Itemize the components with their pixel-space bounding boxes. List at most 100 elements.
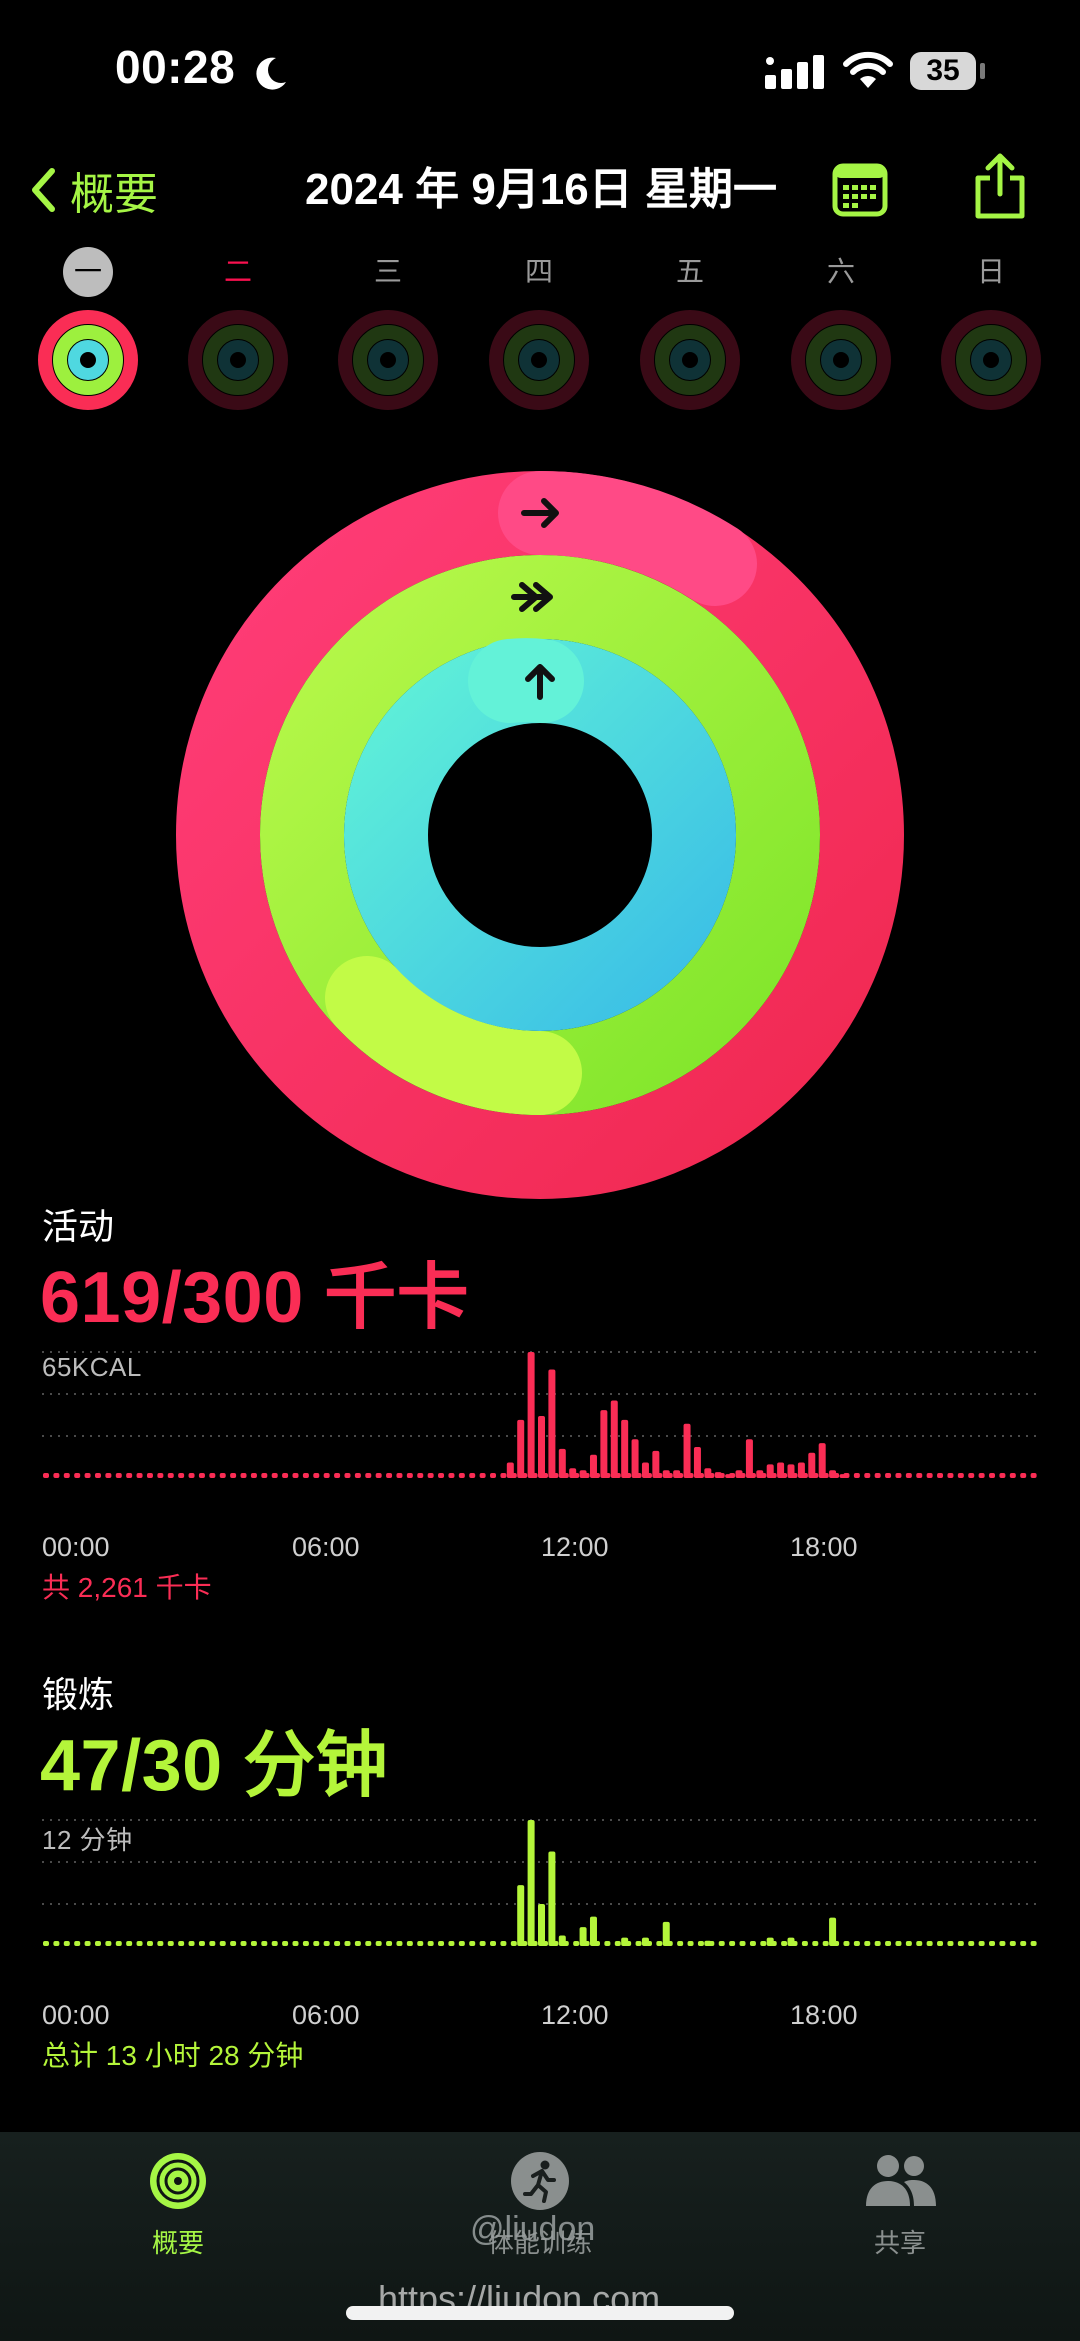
exercise-ring-overlap <box>325 956 582 1115</box>
share-icon[interactable] <box>970 150 1030 222</box>
move-chart-baseline-dot <box>396 1473 403 1478</box>
move-chart-bar <box>725 1474 733 1478</box>
exercise-chart-baseline-dot <box>573 1941 580 1946</box>
move-chart-bar <box>641 1462 649 1478</box>
day-label-wed[interactable]: 三 <box>373 256 402 287</box>
move-chart-baseline-dot <box>853 1473 860 1478</box>
day-ring-mon[interactable] <box>36 308 140 412</box>
move-chart-baseline-dot <box>926 1473 933 1478</box>
day-label-fri[interactable]: 五 <box>675 256 704 287</box>
status-time: 00:28 <box>115 41 236 93</box>
day-label-sat[interactable]: 六 <box>826 256 855 287</box>
home-indicator[interactable] <box>346 2306 734 2320</box>
stand-ring <box>344 639 736 1031</box>
day-ring-sun[interactable] <box>939 308 1043 412</box>
move-chart-baseline-dot <box>999 1473 1006 1478</box>
move-chart-baseline-dot <box>261 1473 268 1478</box>
move-chart-baseline-dot <box>469 1473 476 1478</box>
exercise-chart-baseline-dot <box>94 1941 101 1946</box>
cellular-signal-icon <box>765 55 824 89</box>
move-chart-bar <box>538 1415 545 1478</box>
exercise-chart-baseline-dot <box>157 1941 164 1946</box>
exercise-chart-baseline-dot <box>313 1941 320 1946</box>
move-chart-baseline-dot <box>937 1473 944 1478</box>
move-chart-baseline-dot <box>1020 1473 1027 1478</box>
exercise-time-label-2: 12:00 <box>541 2000 609 2030</box>
exercise-chart-baseline-dot <box>656 1941 663 1946</box>
back-button[interactable]: 概要 <box>30 160 158 220</box>
exercise-chart-baseline-dot <box>781 1941 788 1946</box>
day-ring-tue[interactable] <box>186 308 290 412</box>
exercise-chart-baseline-dot <box>1009 1941 1016 1946</box>
exercise-chart-bar <box>527 1820 535 1946</box>
move-chart-baseline-dot <box>313 1473 320 1478</box>
move-chart-baseline-dot <box>864 1473 871 1478</box>
exercise-chart-baseline-dot <box>978 1941 985 1946</box>
exercise-chart-baseline-dot <box>957 1941 964 1946</box>
move-chart-bar <box>621 1419 629 1478</box>
move-chart-baseline-dot <box>63 1473 70 1478</box>
exercise-chart-baseline-dot <box>84 1941 91 1946</box>
exercise-chart-baseline-dot <box>1030 1941 1037 1946</box>
exercise-chart-baseline-dot <box>479 1941 486 1946</box>
exercise-chart-baseline-dot <box>375 1941 382 1946</box>
exercise-chart-baseline-dot <box>230 1941 237 1946</box>
day-ring-wed[interactable] <box>336 308 440 412</box>
exercise-chart-bar <box>766 1937 774 1946</box>
rings-icon <box>150 2153 206 2209</box>
move-chart-baseline-dot <box>178 1473 185 1478</box>
exercise-chart-baseline-dot <box>261 1941 268 1946</box>
exercise-chart-baseline-dot <box>635 1941 642 1946</box>
activity-rings[interactable] <box>170 465 910 1205</box>
moon-icon <box>256 57 286 90</box>
exercise-chart-baseline-dot <box>458 1941 465 1946</box>
exercise-scale-label: 12 分钟 <box>42 1825 133 1855</box>
exercise-chart-bar <box>704 1940 712 1946</box>
day-ring-thu[interactable] <box>487 308 591 412</box>
exercise-chart-baseline-dot <box>1020 1941 1027 1946</box>
exercise-chart-baseline-dot <box>697 1941 704 1946</box>
move-chart-bar <box>735 1470 743 1478</box>
calendar-icon[interactable] <box>832 163 888 217</box>
move-chart-baseline-dot <box>386 1473 393 1478</box>
move-chart-baseline-dot <box>230 1473 237 1478</box>
exercise-chart-baseline-dot <box>240 1941 247 1946</box>
exercise-chart-baseline-dot <box>604 1941 611 1946</box>
exercise-chart-baseline-dot <box>614 1941 621 1946</box>
move-chart-baseline-dot <box>209 1473 216 1478</box>
day-label-tue[interactable]: 二 <box>223 256 252 287</box>
move-chart-baseline-dot <box>126 1473 133 1478</box>
day-label-thu[interactable]: 四 <box>524 256 553 287</box>
move-chart-bar <box>527 1352 535 1478</box>
move-chart-baseline-dot <box>1030 1473 1037 1478</box>
move-chart-baseline-dot <box>895 1473 902 1478</box>
move-chart-bar <box>662 1470 670 1478</box>
exercise-time-label-1: 06:00 <box>292 2000 360 2030</box>
exercise-chart-bar <box>548 1851 556 1946</box>
exercise-chart-baseline-dot <box>167 1941 174 1946</box>
tab-summary[interactable]: 概要 <box>78 2150 278 2270</box>
move-scale-label: 65KCAL <box>42 1352 142 1382</box>
exercise-chart-baseline-dot <box>282 1941 289 1946</box>
move-chart-baseline-dot <box>167 1473 174 1478</box>
tab-workouts[interactable]: 体能训练 <box>440 2150 640 2270</box>
day-ring-sat[interactable] <box>789 308 893 412</box>
exercise-chart-baseline-dot <box>136 1941 143 1946</box>
day-label-mon[interactable]: 一 <box>73 256 102 287</box>
battery-icon <box>910 52 976 90</box>
move-chart-baseline-dot <box>916 1473 923 1478</box>
exercise-chart-baseline-dot <box>198 1941 205 1946</box>
move-chart-baseline-dot <box>500 1473 507 1478</box>
move-chart-baseline-dot <box>271 1473 278 1478</box>
move-total: 共 2,261 千卡 <box>42 1572 212 1603</box>
day-ring-fri[interactable] <box>638 308 742 412</box>
exercise-chart-baseline-dot <box>334 1941 341 1946</box>
tab-workouts-label: 体能训练 <box>487 2228 592 2258</box>
exercise-chart-baseline-dot <box>490 1941 497 1946</box>
day-label-sun[interactable]: 日 <box>976 256 1005 287</box>
tab-sharing[interactable]: 共享 <box>800 2150 1000 2270</box>
exercise-chart-baseline-dot <box>271 1941 278 1946</box>
move-value: 619/300 千卡 <box>40 1258 470 1338</box>
move-chart-baseline-dot <box>490 1473 497 1478</box>
exercise-chart-baseline-dot <box>250 1941 257 1946</box>
